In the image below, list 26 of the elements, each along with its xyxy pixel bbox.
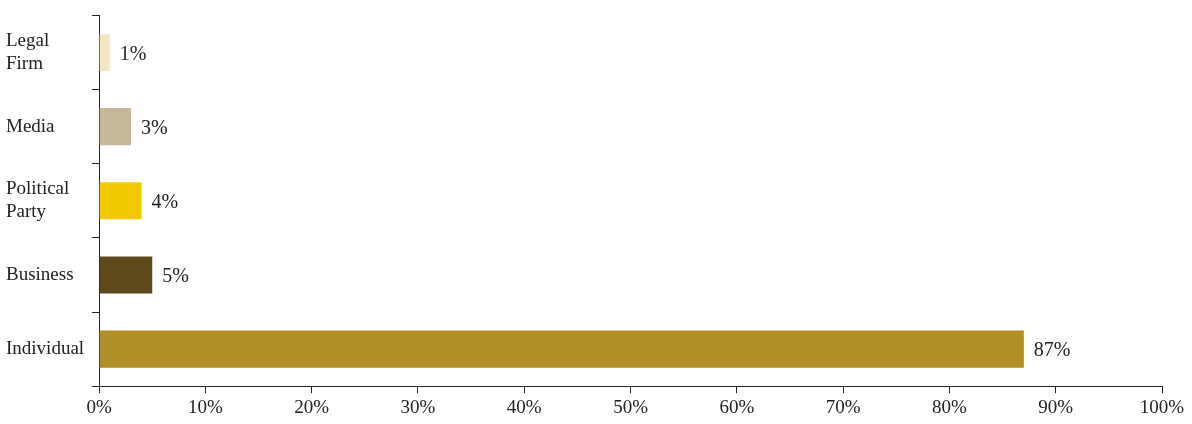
bar xyxy=(99,108,131,146)
x-tick-label: 40% xyxy=(506,395,542,417)
bar xyxy=(99,330,1024,368)
bar xyxy=(99,256,153,294)
y-tick-label: Individual xyxy=(6,337,85,359)
data-label: 5% xyxy=(162,264,189,287)
y-tick-label: Business xyxy=(6,262,74,284)
x-tick-label: 80% xyxy=(932,395,968,417)
x-tick-label: 70% xyxy=(825,395,861,417)
bar xyxy=(99,33,110,72)
x-tick-label: 20% xyxy=(294,395,330,417)
x-tick-label: 60% xyxy=(719,395,755,417)
data-label: 87% xyxy=(1033,338,1071,361)
y-tick-label: Media xyxy=(6,114,56,136)
x-tick-label: 30% xyxy=(400,395,436,417)
x-tick-label: 0% xyxy=(86,395,112,417)
data-label: 4% xyxy=(151,190,179,213)
bar xyxy=(99,182,142,220)
data-label: 1% xyxy=(119,41,147,64)
x-tick-label: 90% xyxy=(1038,395,1074,417)
x-tick-label: 50% xyxy=(613,395,649,417)
data-label: 3% xyxy=(140,115,168,138)
y-tick-label: Legal Firm xyxy=(6,29,50,73)
y-tick-label: Political Party xyxy=(6,177,70,222)
x-tick-label: 100% xyxy=(1139,395,1185,417)
x-tick-label: 10% xyxy=(187,395,223,417)
